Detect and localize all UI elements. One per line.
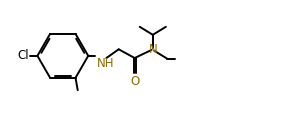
Text: O: O: [130, 75, 139, 88]
Text: Cl: Cl: [17, 49, 29, 62]
Text: N: N: [148, 43, 157, 56]
Text: NH: NH: [97, 57, 114, 70]
